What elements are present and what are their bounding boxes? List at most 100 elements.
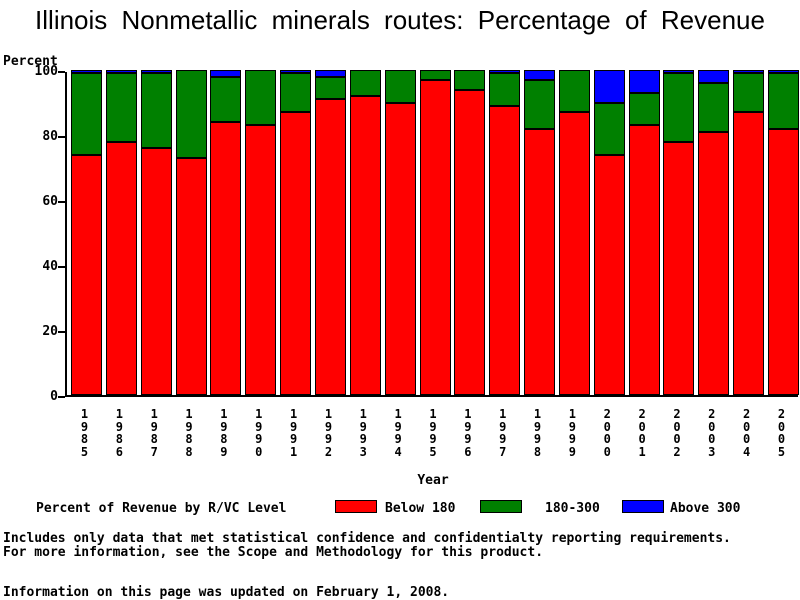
bar-1985 (71, 70, 102, 395)
bar-segment-2005-below-180 (768, 128, 799, 395)
bar-segment-1988-180-300 (175, 70, 207, 158)
y-tick-60 (58, 201, 65, 203)
footnote-line-1: Includes only data that met statistical … (3, 531, 731, 546)
bar-1996 (454, 70, 486, 395)
bar-segment-2001-180-300 (628, 92, 660, 126)
bar-segment-2004-above-300 (733, 70, 765, 74)
legend-swatch-below-180 (335, 500, 377, 513)
bar-segment-1985-below-180 (71, 154, 102, 395)
bar-1997 (489, 70, 521, 395)
x-tick-label-1994: 1 9 9 4 (394, 407, 402, 459)
x-tick-label-2002: 2 0 0 2 (673, 407, 681, 459)
bar-segment-1998-above-300 (524, 70, 556, 80)
bar-segment-1987-180-300 (140, 73, 172, 148)
bar-segment-1999-below-180 (558, 112, 590, 395)
legend-label-180-300: 180-300 (545, 501, 600, 516)
bar-segment-2003-below-180 (698, 131, 730, 395)
x-tick-label-1996: 1 9 9 6 (464, 407, 472, 459)
bar-segment-2005-180-300 (768, 73, 799, 129)
updated-date-note: Information on this page was updated on … (3, 585, 450, 600)
x-tick-label-1991: 1 9 9 1 (289, 407, 298, 459)
bar-2002 (663, 70, 695, 395)
bar-segment-1988-below-180 (175, 157, 207, 395)
x-tick-label-1999: 1 9 9 9 (568, 407, 576, 459)
bar-segment-2005-above-300 (768, 70, 799, 74)
bar-2005 (768, 70, 799, 395)
x-tick-label-1997: 1 9 9 7 (499, 407, 507, 459)
bar-segment-1994-180-300 (384, 70, 416, 103)
x-tick-label-2000: 2 0 0 0 (603, 407, 611, 459)
bar-1999 (558, 70, 590, 395)
x-tick-label-1995: 1 9 9 5 (429, 407, 437, 459)
y-tick-40 (58, 266, 65, 268)
bar-segment-1987-above-300 (140, 70, 172, 74)
chart-title: Illinois Nonmetallic minerals routes: Pe… (35, 5, 765, 35)
bar-segment-1995-below-180 (419, 79, 451, 395)
bar-segment-1989-below-180 (210, 122, 242, 395)
x-tick-label-1992: 1 9 9 2 (324, 407, 333, 459)
bar-segment-2000-below-180 (593, 154, 625, 395)
bar-2003 (698, 70, 730, 395)
bar-segment-2001-below-180 (628, 125, 660, 395)
x-tick-label-1998: 1 9 9 8 (533, 407, 542, 459)
bar-segment-2004-180-300 (733, 73, 765, 113)
bar-segment-2003-above-300 (698, 70, 730, 83)
x-axis-title: Year (417, 473, 449, 488)
bar-1993 (349, 70, 381, 395)
x-tick-label-2003: 2 0 0 3 (708, 407, 716, 459)
bar-segment-1995-180-300 (419, 70, 451, 80)
x-tick-label-1987: 1 9 8 7 (150, 407, 158, 459)
bar-2004 (733, 70, 765, 395)
y-tick-0 (58, 396, 65, 398)
x-tick-label-1989: 1 9 8 9 (220, 407, 228, 459)
bar-1991 (280, 70, 312, 395)
bar-segment-1997-180-300 (489, 73, 521, 106)
bar-segment-1987-below-180 (140, 148, 172, 395)
bar-segment-2004-below-180 (733, 112, 765, 395)
bar-segment-1993-below-180 (349, 96, 381, 395)
bar-segment-1991-above-300 (280, 70, 312, 74)
bar-segment-1998-180-300 (524, 79, 556, 129)
footnote-line-2: For more information, see the Scope and … (3, 545, 544, 560)
bar-segment-1985-above-300 (71, 70, 102, 74)
bar-segment-1992-180-300 (314, 76, 346, 100)
bar-segment-1992-above-300 (314, 70, 346, 77)
x-tick-label-1985: 1 9 8 5 (80, 407, 89, 459)
bar-segment-2003-180-300 (698, 83, 730, 132)
x-tick-label-1986: 1 9 8 6 (115, 407, 123, 459)
bar-segment-1990-below-180 (245, 125, 277, 395)
legend-label-below-180: Below 180 (385, 501, 456, 516)
x-tick-label-1990: 1 9 9 0 (255, 407, 263, 459)
bar-segment-1997-below-180 (489, 105, 521, 395)
x-tick-label-2001: 2 0 0 1 (638, 407, 646, 459)
y-tick-label-80: 80 (42, 129, 58, 144)
bar-segment-1997-above-300 (489, 70, 521, 74)
bar-1990 (245, 70, 277, 395)
y-tick-label-40: 40 (42, 259, 58, 274)
x-tick-label-1988: 1 9 8 8 (185, 407, 193, 459)
bar-segment-1996-below-180 (454, 89, 486, 395)
bar-segment-1989-180-300 (210, 76, 242, 122)
legend-swatch-180-300 (480, 500, 522, 513)
x-tick-label-2004: 2 0 0 4 (743, 407, 751, 459)
bar-segment-1994-below-180 (384, 102, 416, 395)
legend-label-above-300: Above 300 (670, 501, 741, 516)
bar-2000 (593, 70, 625, 395)
legend-title: Percent of Revenue by R/VC Level (36, 501, 287, 516)
plot-area (58, 70, 799, 398)
y-tick-label-100: 100 (34, 64, 58, 79)
bar-segment-2002-above-300 (663, 70, 695, 74)
bar-segment-1992-below-180 (314, 99, 346, 395)
bar-1987 (140, 70, 172, 395)
bar-segment-1999-180-300 (558, 70, 590, 113)
bar-segment-2002-180-300 (663, 73, 695, 142)
bar-segment-1989-above-300 (210, 70, 242, 77)
bar-1992 (314, 70, 346, 395)
bar-segment-1986-180-300 (105, 73, 137, 142)
y-axis-title: Percent (3, 54, 58, 69)
bar-1986 (105, 70, 137, 395)
y-tick-label-0: 0 (50, 389, 58, 404)
bar-segment-1993-180-300 (349, 70, 381, 96)
y-tick-20 (58, 331, 65, 333)
